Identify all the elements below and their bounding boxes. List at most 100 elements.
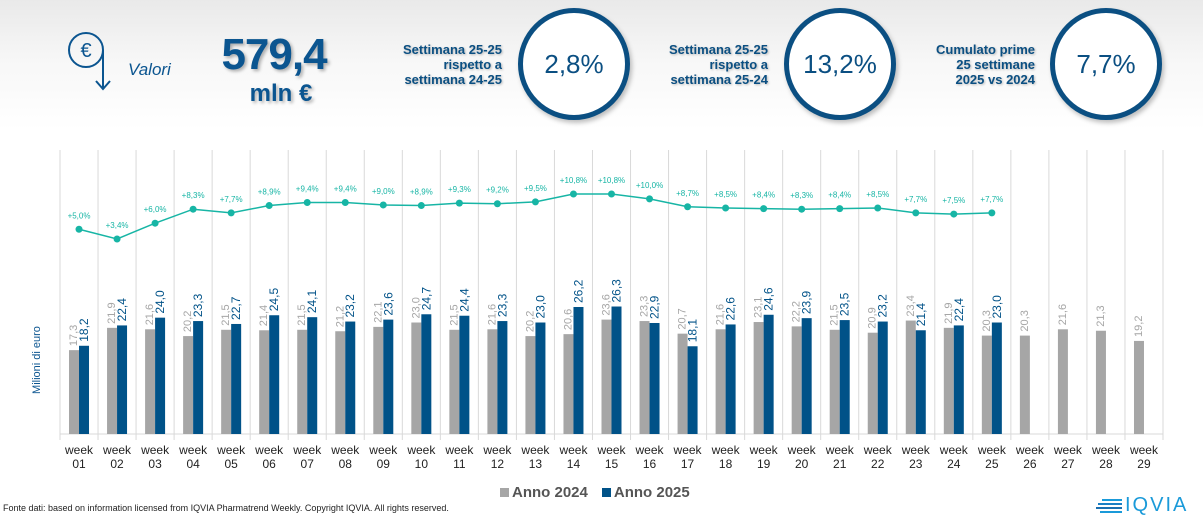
x-tick-label: week [64,443,94,457]
growth-point [151,219,159,227]
bar-label-2024: 21,4 [258,305,270,326]
bar-2025 [421,314,432,434]
kpi-weekly-yoy-description: Settimana 25-25 rispetto a settimana 24-… [392,42,502,87]
growth-label: +8,3% [790,191,813,200]
bar-label-2025: 23,3 [495,293,509,317]
total-unit: mln € [249,80,313,107]
bar-label-2024: 21,2 [334,306,346,327]
growth-label: +8,5% [866,190,889,199]
x-tick-label: week [1053,443,1083,457]
growth-label: +7,7% [980,195,1003,204]
growth-label: +3,4% [106,221,129,230]
x-tick-label: 04 [186,457,200,471]
bar-label-2024: 19,2 [1133,316,1145,337]
bar-2025 [459,315,470,434]
x-tick-label: 07 [301,457,315,471]
bar-label-2024: 17,3 [68,325,80,346]
bar-label-2024: 20,9 [867,307,879,328]
bar-2024 [373,326,384,434]
growth-label: +7,5% [942,196,965,205]
bar-2025 [915,330,926,434]
bar-2025 [155,317,166,434]
growth-label: +8,4% [752,191,775,200]
x-tick-label: week [939,443,969,457]
bar-2024 [259,330,270,434]
bar-label-2024: 22,1 [372,301,384,322]
bar-label-2024: 20,6 [562,309,574,330]
y-axis-title: Milioni di euro [31,326,43,394]
legend-label-2024: Anno 2024 [512,484,588,501]
growth-point [493,200,501,208]
growth-point [912,209,920,217]
x-tick-label: week [368,443,398,457]
x-tick-label: 25 [985,457,999,471]
x-tick-label: 13 [529,457,543,471]
x-tick-label: 05 [224,457,238,471]
bar-label-2024: 23,6 [601,294,613,315]
growth-line-layer: +5,0% +3,4% +6,0% +8,3% +7,7% +8,9% +9,4% +9,4%… [68,176,1003,243]
x-tick-label: week [216,443,246,457]
bar-label-2024: 21,6 [144,304,156,325]
x-tick-label: 21 [833,457,847,471]
kpi-desc-line: 25 settimane [956,57,1035,72]
bar-2025 [801,318,812,434]
kpi-cumulative-value: 7,7% [1050,8,1162,120]
x-tick-label: 24 [947,457,961,471]
x-tick-label: week [102,443,132,457]
bar-2024 [335,331,346,434]
growth-label: +7,7% [904,195,927,204]
bar-label-2025: 26,3 [610,279,624,303]
legend-item-2024: Anno 2024 [500,484,588,501]
bar-2025 [307,317,318,434]
growth-point [265,202,273,210]
kpi-desc-line: rispetto a [443,57,502,72]
x-tick-label: 23 [909,457,923,471]
bar-label-2024: 20,3 [1019,310,1031,331]
x-tick-label: 16 [643,457,657,471]
growth-point [836,205,844,213]
bar-label-2025: 23,3 [191,293,205,317]
growth-point [303,199,311,207]
bar-2024 [1057,329,1068,434]
x-tick-label: 06 [263,457,277,471]
x-tick-label: week [140,443,170,457]
bar-2024 [1019,335,1030,434]
bar-label-2024: 23,1 [753,297,765,318]
growth-label: +5,0% [68,211,91,220]
total-value: 579,4 [221,30,327,79]
bar-2025 [497,321,508,434]
bar-2024 [905,320,916,434]
bar-2024 [829,329,840,434]
bar-label-2024: 23,0 [410,297,422,318]
bar-2024 [411,322,422,434]
x-tick-label: week [1015,443,1045,457]
bar-label-2025: 24,6 [762,287,776,311]
bar-2024 [753,322,764,434]
bar-label-2025: 22,9 [648,295,662,319]
growth-label: +8,9% [410,188,433,197]
x-tick-label: week [254,443,284,457]
x-tick-label: week [711,443,741,457]
iqvia-logo: IQVIA [1096,494,1188,517]
growth-label: +8,3% [182,191,205,200]
bar-2025 [535,322,546,434]
kpi-desc-line: Settimana 25-25 [669,42,768,57]
bar-2024 [525,336,536,434]
bar-label-2025: 26,2 [571,279,585,303]
growth-point [684,203,692,211]
bar-2025 [877,321,888,434]
bar-label-2025: 22,7 [229,296,243,320]
bar-label-2025: 23,2 [343,294,357,318]
growth-point [455,199,463,207]
x-tick-label: 02 [110,457,124,471]
bar-2025 [763,314,774,434]
bar-label-2025: 18,1 [686,319,700,343]
bar-label-2025: 24,0 [153,290,167,314]
bar-label-2024: 21,6 [486,304,498,325]
bar-label-2025: 22,4 [952,298,966,322]
growth-point [379,201,387,209]
x-tick-label: week [863,443,893,457]
iqvia-logo-icon [1096,498,1122,513]
bar-2024 [487,329,498,434]
bar-2024 [981,335,992,434]
